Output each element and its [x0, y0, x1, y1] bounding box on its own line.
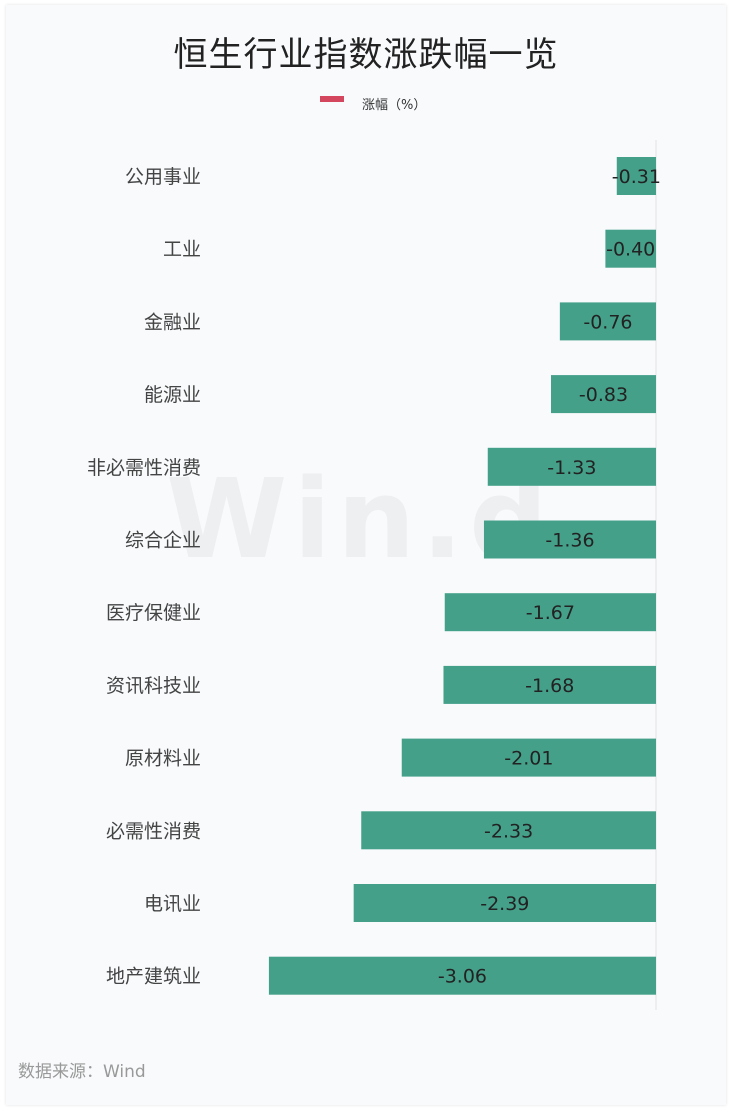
bar-1 — [605, 229, 656, 268]
bar-2 — [559, 302, 656, 341]
bar-10 — [353, 884, 656, 922]
bar-7 — [443, 665, 656, 704]
category-label-9: 必需性消费 — [106, 820, 201, 842]
chart-title: 恒生行业指数涨跌幅一览 — [173, 35, 559, 75]
category-label-4: 非必需性消费 — [87, 457, 201, 479]
bar-6 — [444, 593, 656, 632]
data-label-8: -2.01 — [504, 748, 553, 770]
bar-8 — [401, 738, 656, 777]
bar-3 — [551, 375, 656, 414]
data-label-5: -1.36 — [545, 530, 594, 552]
chart-card: 恒生行业指数涨跌幅一览 涨幅（%） Win.d 公用事业 -0.31 工业 -0.40… — [6, 5, 726, 1105]
category-label-0: 公用事业 — [125, 166, 201, 188]
bar-4 — [487, 447, 656, 486]
data-label-7: -1.68 — [525, 675, 574, 697]
bar-11 — [268, 956, 656, 995]
bar-chart: 公用事业 -0.31 工业 -0.40 金融业 -0.76 能源业 -0.83 非必需性消费 -1… — [87, 140, 661, 1010]
category-label-1: 工业 — [163, 239, 201, 261]
data-label-3: -0.83 — [579, 384, 628, 406]
category-label-2: 金融业 — [144, 311, 201, 333]
legend-swatch — [320, 96, 344, 102]
data-label-2: -0.76 — [583, 311, 632, 333]
data-label-1: -0.40 — [606, 239, 655, 261]
watermark: Win.d — [166, 455, 554, 583]
data-label-9: -2.33 — [484, 820, 533, 842]
source-note: 数据来源：Wind — [18, 1062, 146, 1082]
legend: 涨幅（%） — [320, 93, 426, 113]
data-label-11: -3.06 — [438, 966, 487, 988]
category-label-10: 电讯业 — [144, 893, 201, 915]
category-label-5: 综合企业 — [125, 530, 201, 552]
data-label-6: -1.67 — [526, 602, 575, 624]
category-label-7: 资讯科技业 — [106, 675, 201, 697]
data-label-10: -2.39 — [480, 893, 529, 915]
category-label-8: 原材料业 — [125, 748, 201, 770]
legend-label: 涨幅（%） — [362, 97, 427, 113]
data-label-0: -0.31 — [612, 166, 661, 188]
data-label-4: -1.33 — [547, 457, 596, 479]
bar-5 — [483, 520, 656, 559]
category-label-11: 地产建筑业 — [106, 966, 201, 988]
bar-0 — [616, 157, 656, 195]
bar-9 — [361, 811, 656, 850]
category-label-6: 医疗保健业 — [106, 602, 201, 624]
category-label-3: 能源业 — [144, 384, 201, 406]
